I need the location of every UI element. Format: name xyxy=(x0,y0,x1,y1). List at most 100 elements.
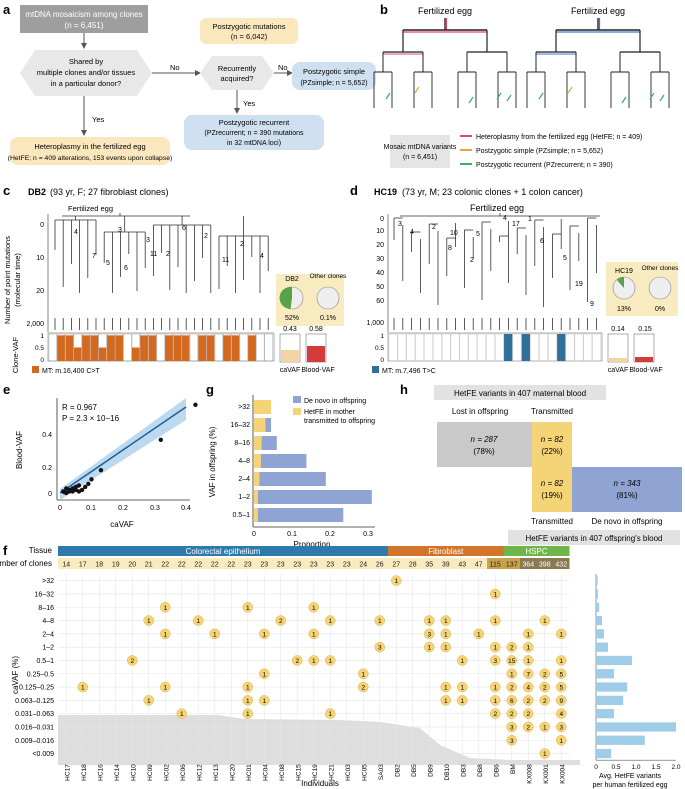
f-variant-dot xyxy=(506,641,517,653)
pz-mut-n: (n = 6,042) xyxy=(231,32,268,41)
f-variant-count: 1 xyxy=(328,618,332,625)
panel-g: g VAF in offspring (%) >32 16–32 8–16 4–8 2–… xyxy=(206,382,375,549)
f-right-bar xyxy=(596,695,624,705)
f-clone-count: 17 xyxy=(79,562,87,569)
shared-line3: in a particular donor? xyxy=(51,79,121,88)
panel-c-ylabel: Number of point mutations xyxy=(3,236,12,324)
h-top-label: HetFE variants in 407 maternal blood xyxy=(454,389,586,398)
f-right-bar xyxy=(596,748,612,759)
d-cavaf-bar xyxy=(609,358,627,362)
c-branch-number: 2 xyxy=(204,233,208,240)
c-vaf-bar xyxy=(107,335,115,361)
pz-rec-line2: (PZrecurrent; n = 390 mutations xyxy=(204,130,304,137)
d-ytick-30: 30 xyxy=(376,256,384,263)
g-bar-het xyxy=(254,418,266,432)
f-variant-count: 2 xyxy=(361,685,365,692)
f-clone-count: 23 xyxy=(343,562,351,569)
recurrent-line1: Recurrently xyxy=(218,64,257,73)
f-variant-dot xyxy=(506,655,517,666)
d-vaf-cell xyxy=(477,333,486,362)
g-bar-denovo xyxy=(265,418,272,432)
f-variant-count: 1 xyxy=(493,698,497,705)
f-clone-count: 19 xyxy=(112,562,120,569)
c-branch-number: 3 xyxy=(146,237,150,244)
f-right-xtick: 0.5 xyxy=(611,764,620,771)
c-branch-number: 11 xyxy=(222,257,229,264)
f-clone-count: 39 xyxy=(442,562,450,569)
f-variant-dot xyxy=(358,681,369,693)
f-variant-dot xyxy=(440,615,451,626)
c-blood-label: Blood-VAF xyxy=(301,367,334,374)
no-label-2: No xyxy=(278,63,288,72)
d-ytick-1000: 1,000 xyxy=(366,320,384,327)
e-point xyxy=(62,490,67,495)
mosaicism-n: (n = 6,451) xyxy=(65,21,104,30)
egg-left-label: Fertilized egg xyxy=(418,6,472,16)
f-clone-cell xyxy=(74,558,91,569)
mutation-mark xyxy=(496,92,502,100)
d-ytick-40: 40 xyxy=(376,270,384,277)
f-right-bar xyxy=(596,709,614,719)
f-variant-count: 1 xyxy=(163,631,167,638)
f-individual-label: KX001 xyxy=(543,764,550,784)
f-variant-dot xyxy=(490,695,501,706)
f-variant-dot xyxy=(490,588,501,600)
f-variant-dot xyxy=(275,615,286,626)
f-variant-dot xyxy=(539,721,550,733)
f-variant-dot xyxy=(160,681,171,693)
f-individual-label: HC15 xyxy=(295,764,302,781)
c-branch-number: 4 xyxy=(260,253,264,260)
mutation-mark xyxy=(414,86,420,94)
d-vaf-bar xyxy=(504,334,513,361)
d-vaf-cell xyxy=(548,333,557,362)
c-vaf-bar xyxy=(98,347,107,361)
pz-rec-line3: in 32 mtDNA loci) xyxy=(227,140,281,147)
f-variant-count: 3 xyxy=(559,724,563,731)
f-bin-label: 0.031–0.063 xyxy=(15,711,54,718)
f-clone-cell xyxy=(272,558,289,569)
f-variant-dot xyxy=(539,668,550,679)
f-variant-count: 1 xyxy=(460,658,464,665)
het-line2: (HetFE; n = 409 alterations, 153 events … xyxy=(8,155,173,162)
f-right-xtick: 1.0 xyxy=(631,764,640,771)
f-individual-label: HC08 xyxy=(279,764,286,781)
mutation-mark xyxy=(567,86,573,94)
f-variant-count: 1 xyxy=(163,685,167,692)
e-point xyxy=(98,468,104,473)
panel-g-letter: g xyxy=(206,382,214,397)
f-individual-label: HC05 xyxy=(361,764,368,781)
f-variant-dot xyxy=(209,628,220,640)
f-variant-dot xyxy=(539,681,550,693)
f-variant-count: 1 xyxy=(559,658,563,665)
c-vaf-tick-05: 0.5 xyxy=(35,345,44,352)
f-variant-dot xyxy=(143,615,154,626)
f-variant-count: 1 xyxy=(147,618,151,625)
f-variant-dot xyxy=(506,668,517,679)
g-bar-denovo xyxy=(260,454,307,468)
c-branch-number: 4 xyxy=(74,229,78,236)
legend-pzr: Postzygotic recurrent (PZrecurrent; n = … xyxy=(476,162,613,169)
f-variant-dot xyxy=(523,695,534,706)
f-variant-dot xyxy=(127,655,138,666)
f-variant-count: 2 xyxy=(543,685,547,692)
tree-hc19: 3 4 2 10 8 5 2 17 6 5 19 9 4 1 xyxy=(387,213,600,332)
panel-b-letter: b xyxy=(380,2,388,17)
f-right-bar xyxy=(596,576,598,586)
panel-c: c DB2 (93 yr, F; 27 fibroblast clones) F… xyxy=(3,183,347,375)
f-clone-count: 115 xyxy=(490,562,501,569)
f-variant-dot xyxy=(523,628,534,640)
f-individual-label: DB2 xyxy=(394,764,401,777)
f-variant-count: 4 xyxy=(559,711,563,718)
h-trans-bot-bar xyxy=(532,467,572,512)
f-variant-count: 2 xyxy=(279,618,283,625)
f-variant-dot xyxy=(440,641,451,653)
f-clone-cell xyxy=(157,558,174,569)
e-point xyxy=(193,402,198,408)
f-individual-label: HC12 xyxy=(196,764,203,781)
f-variant-dot xyxy=(77,681,88,693)
f-variant-dot xyxy=(523,655,534,666)
f-variant-dot xyxy=(490,708,501,719)
f-right-bar xyxy=(596,655,632,666)
f-right-bar xyxy=(596,682,628,692)
